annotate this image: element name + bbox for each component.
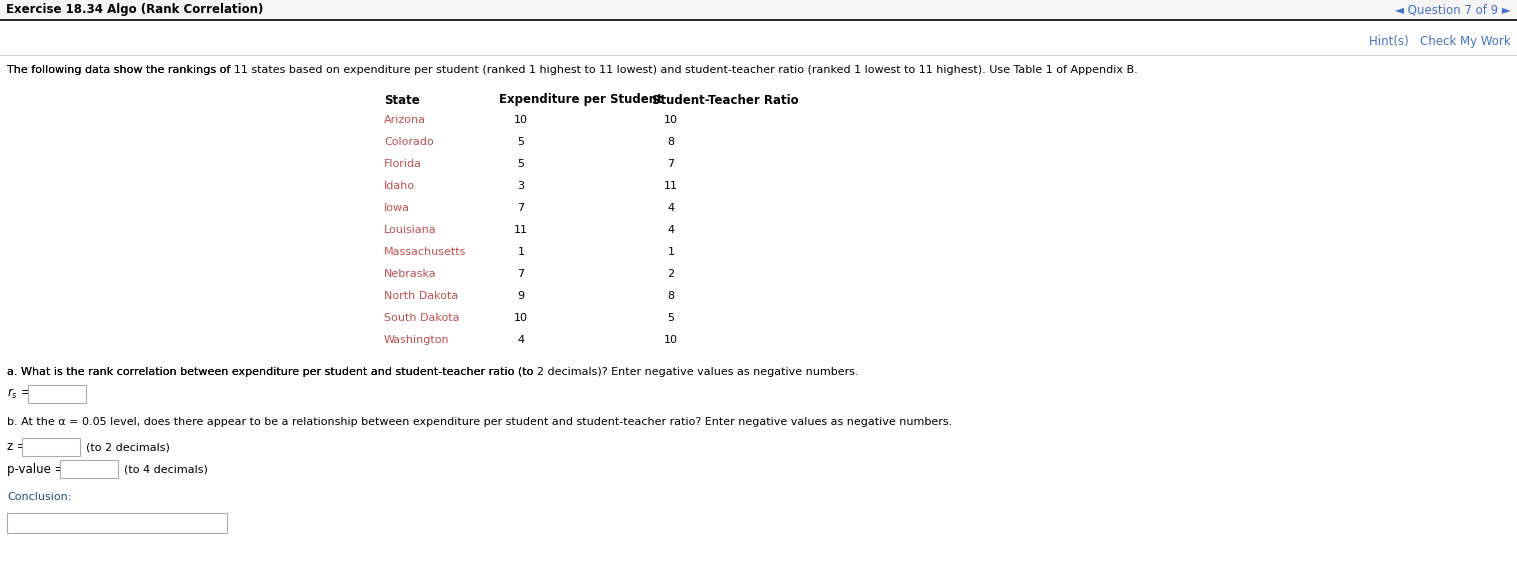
Text: North Dakota: North Dakota [384,291,458,301]
Text: 9: 9 [517,291,525,301]
Text: Exercise 18.34 Algo (Rank Correlation): Exercise 18.34 Algo (Rank Correlation) [6,3,264,17]
Text: b. At the α = 0.05 level, does there appear to be a relationship between expendi: b. At the α = 0.05 level, does there app… [8,417,953,427]
Text: The following data show the rankings of: The following data show the rankings of [8,65,234,75]
Text: 11: 11 [514,225,528,235]
Text: Hint(s)   Check My Work: Hint(s) Check My Work [1370,35,1511,49]
Text: Iowa: Iowa [384,203,410,213]
Text: 1: 1 [517,247,525,257]
Bar [61,460,118,478]
Text: 7: 7 [667,159,675,169]
Text: 4: 4 [667,225,675,235]
Text: 7: 7 [517,203,525,213]
Text: 4: 4 [517,335,525,345]
Text: Washington: Washington [384,335,449,345]
Text: 4: 4 [667,203,675,213]
Text: 10: 10 [514,313,528,323]
Text: 1: 1 [667,247,675,257]
Text: Student-Teacher Ratio: Student-Teacher Ratio [652,94,798,106]
Text: Idaho: Idaho [384,181,416,191]
Text: Florida: Florida [384,159,422,169]
Text: z =: z = [8,440,27,454]
Text: 10: 10 [664,335,678,345]
Text: 8: 8 [667,291,675,301]
Text: 11: 11 [664,181,678,191]
Text: 5: 5 [517,159,525,169]
Bar [23,438,80,456]
Text: 5: 5 [667,313,675,323]
Text: (to 4 decimals): (to 4 decimals) [124,464,208,474]
Text: p-value =: p-value = [8,462,65,476]
Text: Nebraska: Nebraska [384,269,437,279]
Text: Massachusetts: Massachusetts [384,247,466,257]
Text: ∨: ∨ [212,518,220,528]
Text: a. What is the rank correlation between expenditure per student and student-teac: a. What is the rank correlation between … [8,367,859,377]
Text: Arizona: Arizona [384,115,426,125]
Text: 10: 10 [664,115,678,125]
Text: 7: 7 [517,269,525,279]
Text: Colorado: Colorado [384,137,434,147]
Text: 8: 8 [667,137,675,147]
Text: 2: 2 [667,269,675,279]
Bar [0,0,1517,20]
Text: (to 2 decimals): (to 2 decimals) [86,442,170,452]
Text: 10: 10 [514,115,528,125]
Text: $r_s$ =: $r_s$ = [8,387,30,401]
Text: Louisiana: Louisiana [384,225,437,235]
Text: - Select your answer -: - Select your answer - [12,518,133,528]
Text: The following data show the rankings of 11 states based on expenditure per stude: The following data show the rankings of … [8,65,1138,75]
Text: State: State [384,94,420,106]
Text: 3: 3 [517,181,525,191]
Text: South Dakota: South Dakota [384,313,460,323]
Text: a. What is the rank correlation between expenditure per student and student-teac: a. What is the rank correlation between … [8,367,537,377]
Text: Expenditure per Student: Expenditure per Student [499,94,663,106]
Bar [8,513,228,533]
Bar [27,385,86,403]
Text: 5: 5 [517,137,525,147]
Text: ◄ Question 7 of 9 ►: ◄ Question 7 of 9 ► [1396,3,1511,17]
Text: Conclusion:: Conclusion: [8,492,71,502]
